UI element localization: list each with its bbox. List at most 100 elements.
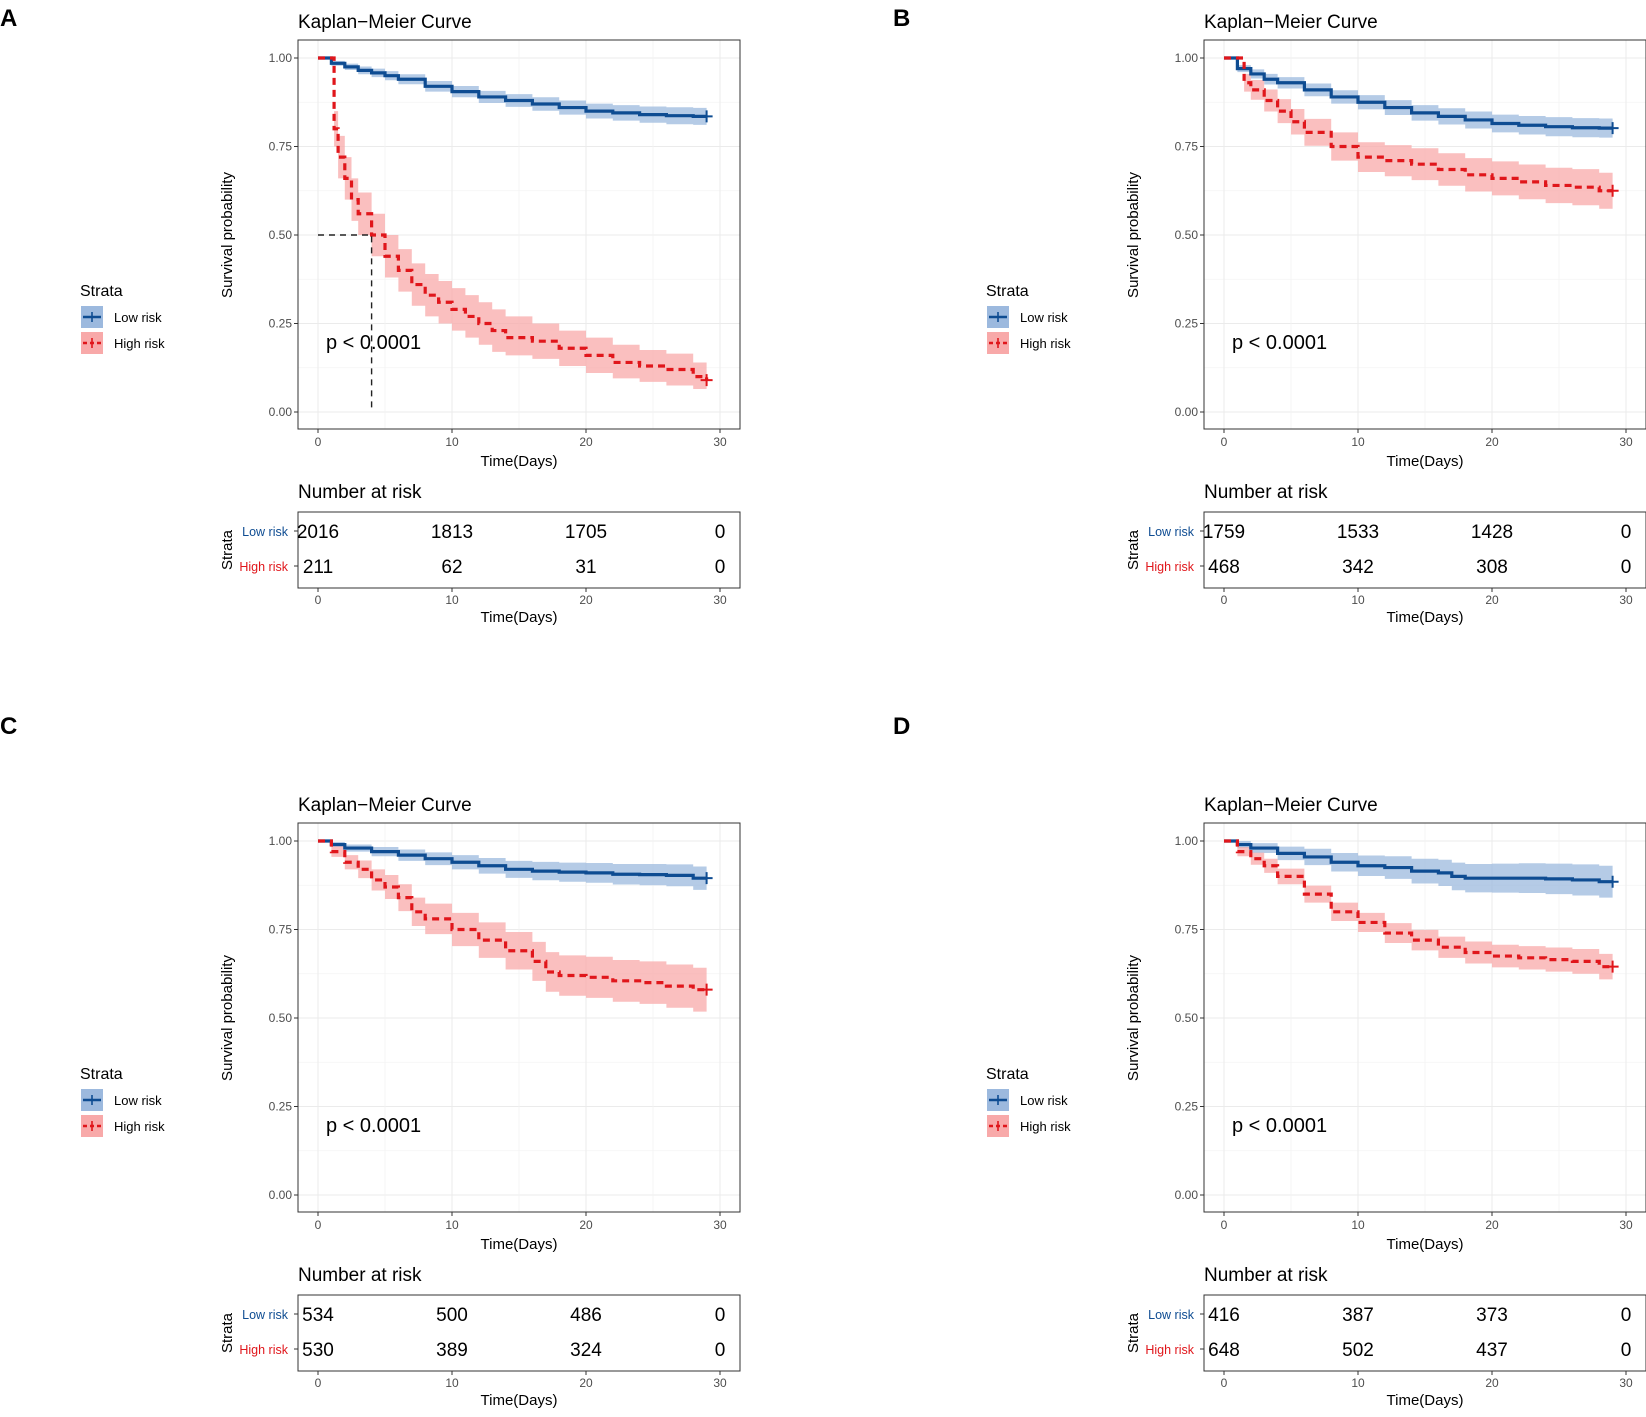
y-axis-label: Survival probability xyxy=(1125,172,1142,298)
p-value: p < 0.0001 xyxy=(326,332,421,354)
grid xyxy=(1204,823,1646,1212)
x-tick-label: 10 xyxy=(445,1218,459,1232)
censor-mark-high-risk xyxy=(1606,960,1619,973)
risk-count: 0 xyxy=(715,1305,726,1326)
risk-count: 468 xyxy=(1208,557,1240,578)
risk-x-tick-label: 20 xyxy=(579,1376,593,1390)
survival-curve-high-risk xyxy=(318,56,709,381)
confidence-band-high-risk xyxy=(318,58,707,391)
censor-mark-low-risk xyxy=(1606,875,1619,888)
censor-mark-low-risk xyxy=(1606,122,1619,135)
risk-count: 308 xyxy=(1476,557,1508,578)
y-tick-label: 0.25 xyxy=(1175,317,1199,331)
panel-b: B Kaplan−Meier Curve p < 0.0001 0.00 0.25 0.5… xyxy=(893,5,1646,626)
survival-curve-high-risk xyxy=(1224,839,1613,969)
risk-table-title: Number at risk xyxy=(1204,1265,1328,1286)
panel-c: C Kaplan−Meier Curve p < 0.0001 0.00 0.25 0.5… xyxy=(0,713,741,1409)
risk-count: 0 xyxy=(1621,522,1632,543)
confidence-band-low-risk xyxy=(318,58,707,125)
risk-x-tick-label: 0 xyxy=(315,593,322,607)
risk-y-axis-label: Strata xyxy=(1125,1312,1142,1353)
y-tick-label: 0.00 xyxy=(1175,1188,1199,1202)
x-tick-label: 10 xyxy=(1351,1218,1365,1232)
y-tick-label: 0.75 xyxy=(1175,140,1199,154)
grid xyxy=(1204,40,1646,429)
x-tick-label: 20 xyxy=(579,1218,593,1232)
risk-table-border xyxy=(1203,1294,1646,1372)
legend: Strata Low risk High risk xyxy=(986,283,1071,354)
survival-curve-low-risk xyxy=(1224,839,1613,884)
confidence-band-high-risk xyxy=(318,841,707,1012)
y-tick-label: 0.50 xyxy=(1175,1011,1199,1025)
legend: Strata Low risk High risk xyxy=(80,1066,165,1137)
y-axis-label: Survival probability xyxy=(219,955,236,1081)
risk-y-axis-label: Strata xyxy=(1125,529,1142,570)
legend-label-low-risk: Low risk xyxy=(114,1093,162,1108)
risk-count: 648 xyxy=(1208,1340,1240,1361)
risk-count: 534 xyxy=(302,1305,334,1326)
y-tick-label: 0.00 xyxy=(1175,405,1199,419)
x-tick-label: 30 xyxy=(1619,435,1633,449)
y-tick-label: 0.00 xyxy=(269,1188,293,1202)
censor-mark-high-risk xyxy=(700,983,713,996)
risk-row-label-high-risk: High risk xyxy=(1145,1343,1194,1357)
risk-count: 2016 xyxy=(297,522,339,543)
y-tick-label: 0.75 xyxy=(269,923,293,937)
risk-x-tick-label: 20 xyxy=(1485,593,1499,607)
risk-x-tick-label: 0 xyxy=(1221,593,1228,607)
y-tick-label: 1.00 xyxy=(269,51,293,65)
x-tick-label: 20 xyxy=(1485,1218,1499,1232)
y-tick-label: 0.00 xyxy=(269,405,293,419)
confidence-band-low-risk xyxy=(1224,58,1613,138)
p-value: p < 0.0001 xyxy=(1232,1115,1327,1137)
risk-x-axis-label: Time(Days) xyxy=(1387,609,1464,626)
risk-row-label-low-risk: Low risk xyxy=(1148,525,1195,539)
risk-row-label-high-risk: High risk xyxy=(239,560,288,574)
x-tick-label: 20 xyxy=(1485,435,1499,449)
risk-count: 502 xyxy=(1342,1340,1374,1361)
confidence-band-high-risk xyxy=(1224,841,1613,980)
legend-label-low-risk: Low risk xyxy=(114,310,162,325)
risk-x-tick-label: 30 xyxy=(713,1376,727,1390)
y-tick-label: 1.00 xyxy=(1175,834,1199,848)
x-axis-label: Time(Days) xyxy=(1387,453,1464,470)
x-tick-label: 0 xyxy=(315,1218,322,1232)
survival-curve-low-risk xyxy=(1224,56,1613,130)
legend-title: Strata xyxy=(986,1066,1029,1083)
legend-label-low-risk: Low risk xyxy=(1020,1093,1068,1108)
chart-title: Kaplan−Meier Curve xyxy=(1204,795,1378,816)
y-tick-label: 0.50 xyxy=(269,1011,293,1025)
risk-count: 437 xyxy=(1476,1340,1508,1361)
risk-count: 486 xyxy=(570,1305,602,1326)
risk-row-label-high-risk: High risk xyxy=(239,1343,288,1357)
survival-curve-high-risk xyxy=(1224,56,1613,193)
censor-mark-low-risk xyxy=(700,110,713,123)
x-tick-label: 0 xyxy=(1221,435,1228,449)
risk-count: 0 xyxy=(1621,557,1632,578)
risk-count: 500 xyxy=(436,1305,468,1326)
risk-count: 1533 xyxy=(1337,522,1379,543)
risk-count: 1759 xyxy=(1203,522,1245,543)
risk-x-axis-label: Time(Days) xyxy=(1387,1392,1464,1409)
y-axis-label: Survival probability xyxy=(219,172,236,298)
legend: Strata Low risk High risk xyxy=(80,283,165,354)
panel-d: D Kaplan−Meier Curve p < 0.0001 0.00 0.25 0.5… xyxy=(893,713,1646,1409)
x-tick-label: 30 xyxy=(713,435,727,449)
risk-x-tick-label: 30 xyxy=(1619,593,1633,607)
risk-row-label-low-risk: Low risk xyxy=(242,525,289,539)
risk-count: 416 xyxy=(1208,1305,1240,1326)
survival-curve-low-risk xyxy=(318,839,707,880)
p-value: p < 0.0001 xyxy=(326,1115,421,1137)
x-tick-label: 20 xyxy=(579,435,593,449)
risk-x-tick-label: 0 xyxy=(315,1376,322,1390)
x-axis-label: Time(Days) xyxy=(1387,1236,1464,1253)
risk-row-label-high-risk: High risk xyxy=(1145,560,1194,574)
legend-title: Strata xyxy=(80,283,123,300)
chart-title: Kaplan−Meier Curve xyxy=(298,12,472,33)
x-tick-label: 10 xyxy=(445,435,459,449)
censor-mark-high-risk xyxy=(1606,184,1619,197)
risk-y-axis-label: Strata xyxy=(219,529,236,570)
risk-count: 0 xyxy=(1621,1305,1632,1326)
risk-table-border xyxy=(297,1294,741,1372)
